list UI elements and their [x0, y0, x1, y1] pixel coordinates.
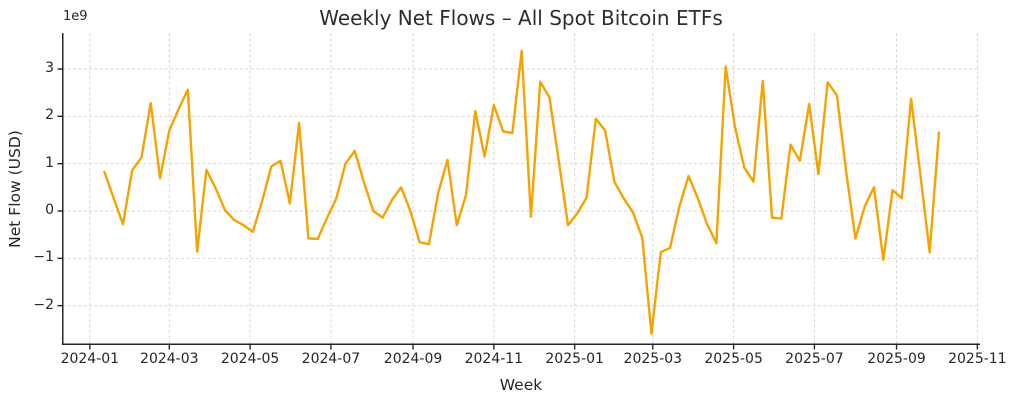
y-tick-label: 0	[45, 202, 54, 218]
y-axis-offset-text: 1e9	[63, 9, 88, 24]
y-tick-label: 2	[45, 107, 54, 124]
x-axis-label: Week	[499, 376, 543, 394]
y-tick-label: −1	[33, 249, 54, 266]
net-flow-line	[103, 49, 941, 335]
y-tick-label: 1	[45, 154, 54, 171]
y-tick-label: 3	[45, 59, 54, 76]
x-tick-label: 2025-05	[704, 351, 763, 367]
x-tick-label: 2025-11	[948, 351, 1007, 367]
x-tick-label: 2024-05	[220, 351, 280, 367]
chart-title: Weekly Net Flows – All Spot Bitcoin ETFs	[319, 6, 723, 30]
y-tick-label: −2	[33, 296, 54, 313]
x-tick-label: 2025-07	[785, 351, 844, 367]
y-axis-label: Net Flow (USD)	[6, 130, 24, 248]
x-tick-label: 2024-11	[464, 351, 524, 367]
x-tick-label: 2024-07	[301, 351, 361, 367]
x-tick-label: 2024-09	[383, 351, 443, 367]
plot-area	[57, 33, 980, 350]
x-tick-label: 2024-03	[140, 351, 199, 367]
chart-canvas	[57, 33, 980, 350]
x-tick-label: 2025-09	[867, 351, 926, 367]
x-tick-label: 2025-01	[545, 351, 604, 367]
x-tick-label: 2025-03	[623, 351, 683, 367]
x-tick-label: 2024-01	[60, 351, 120, 367]
